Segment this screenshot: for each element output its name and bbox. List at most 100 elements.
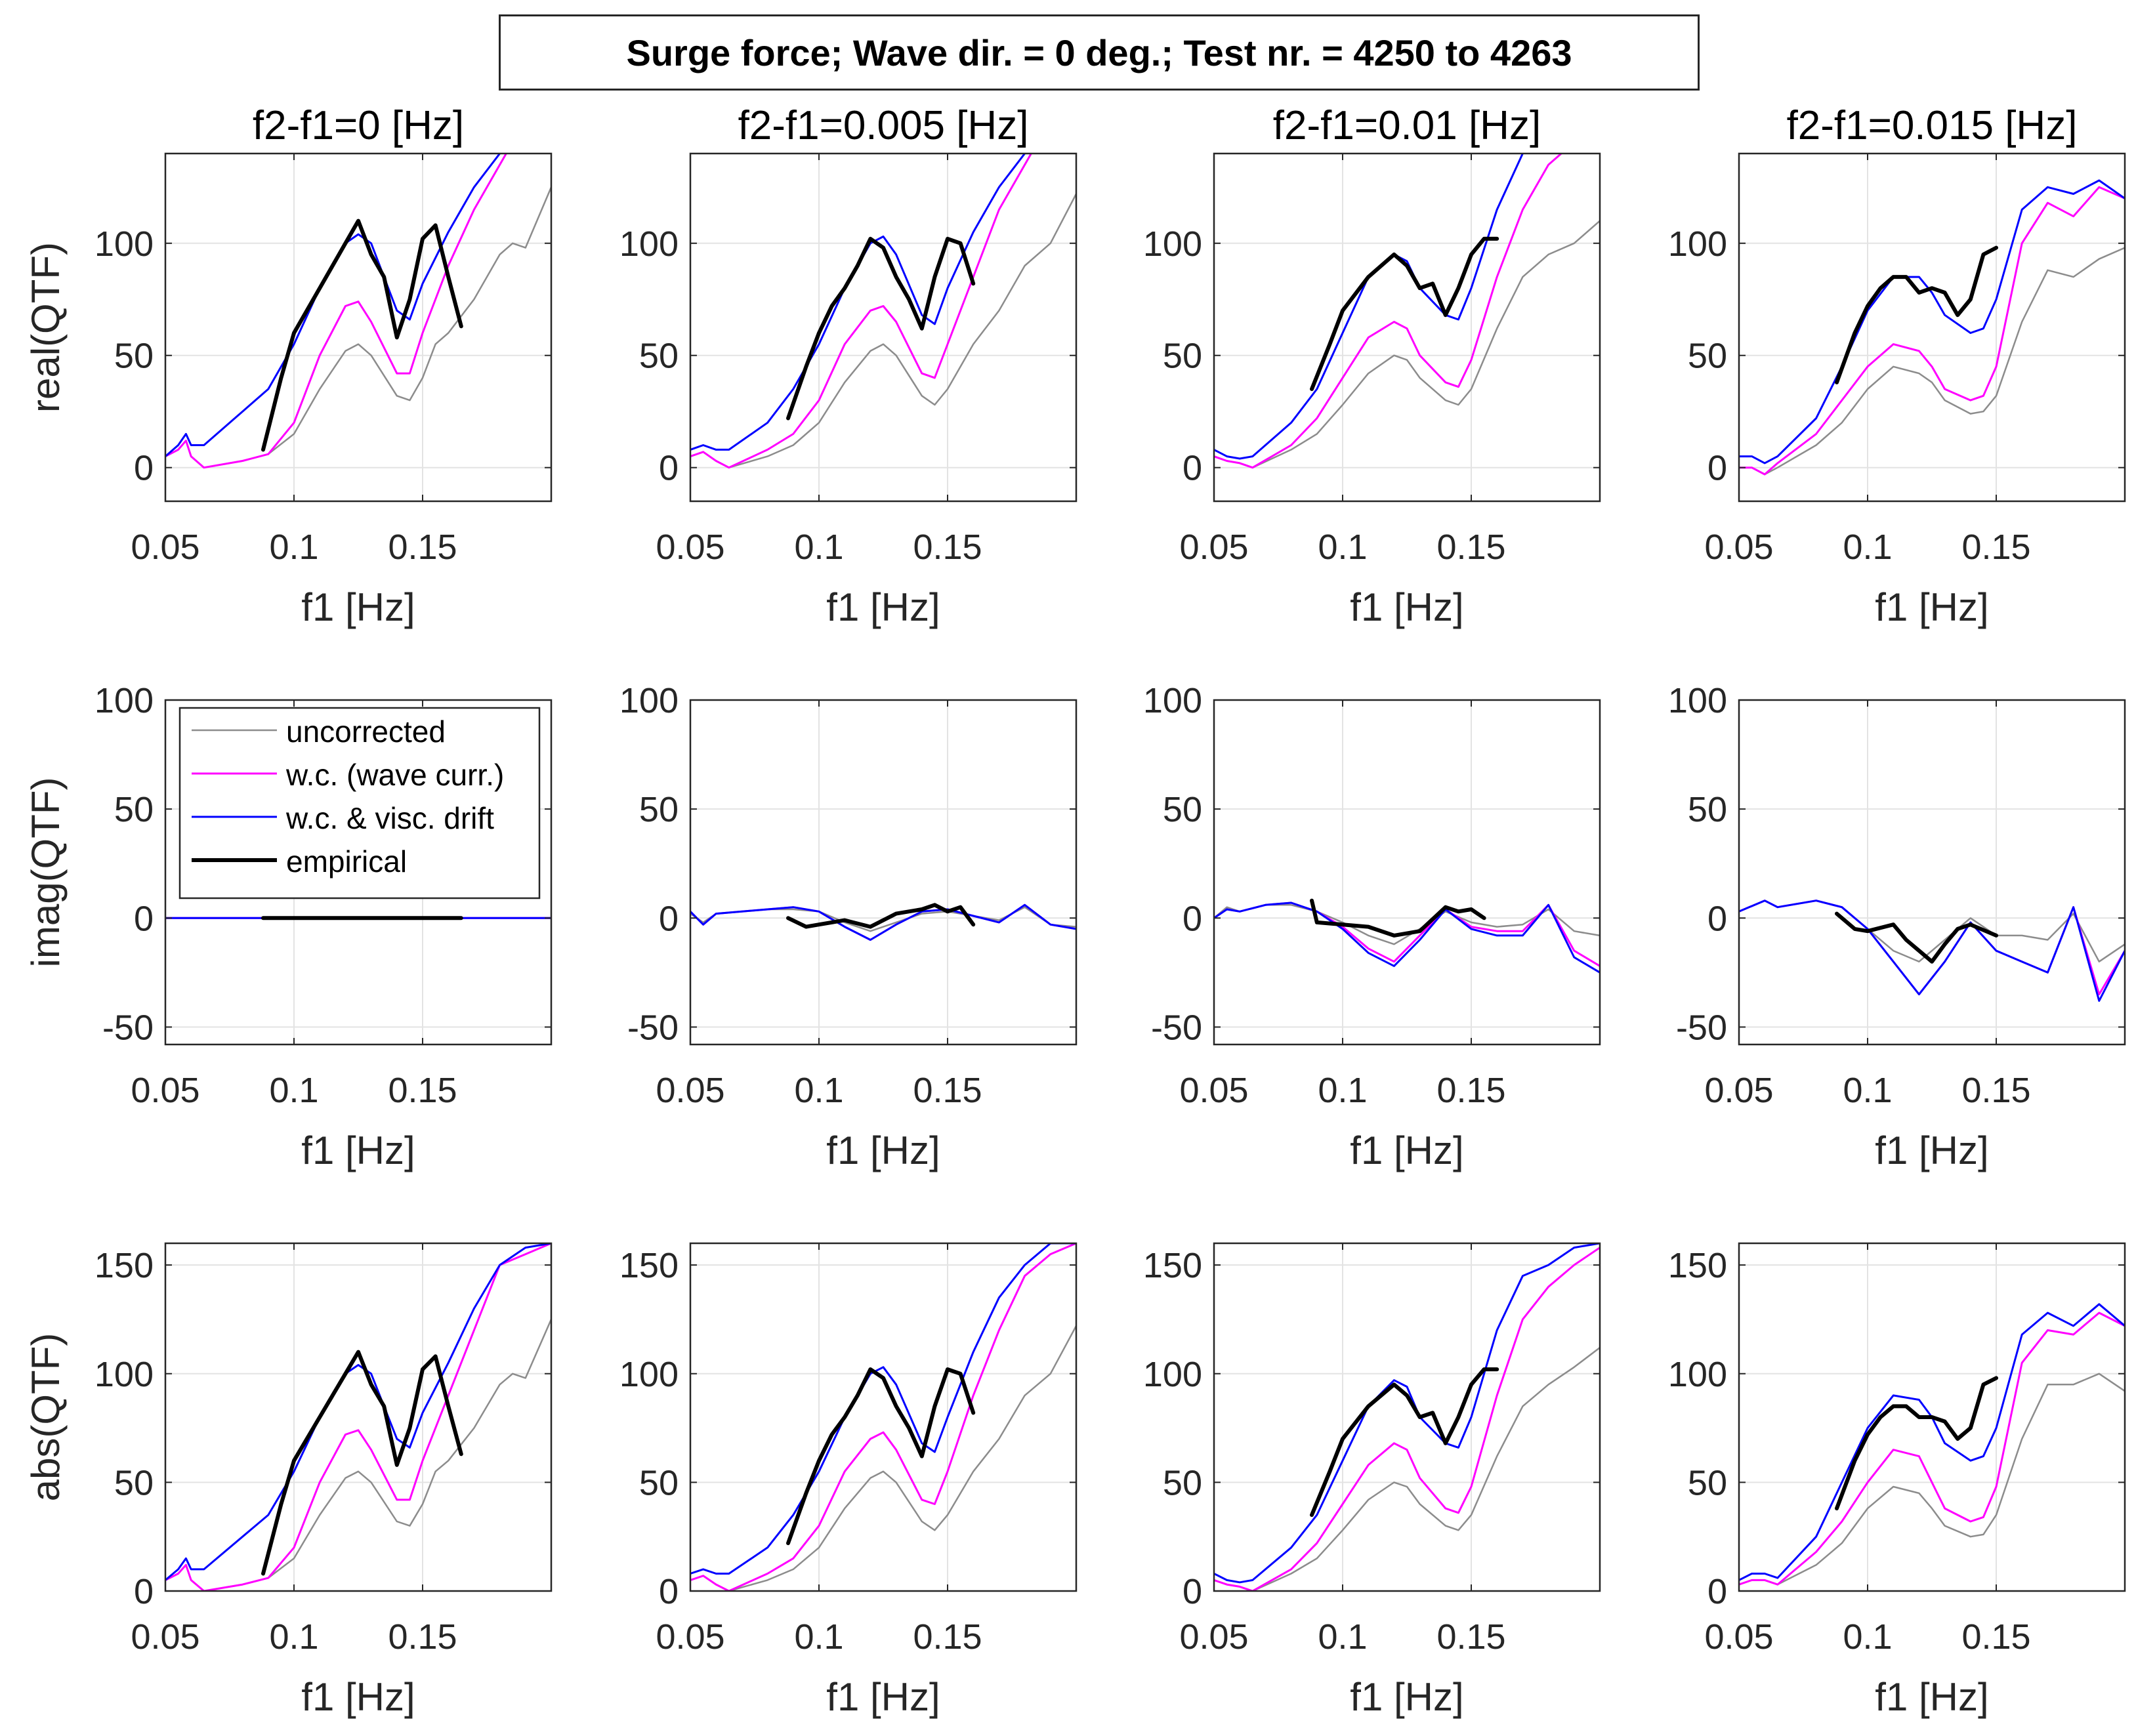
series-line-empirical — [261, 218, 463, 452]
x-tick-label: 0.05 — [1179, 527, 1248, 567]
x-axis-label: f1 [Hz] — [1875, 1675, 1988, 1719]
x-tick-label: 0.15 — [913, 1071, 982, 1110]
x-tick-label: 0.15 — [1961, 1617, 2030, 1657]
series-group — [1739, 899, 2125, 1002]
series-line-visc_drift — [165, 1243, 551, 1581]
axes-background — [1214, 154, 1600, 501]
y-tick-label: 0 — [659, 899, 679, 938]
axes-background — [690, 154, 1076, 501]
x-tick-label: 0.1 — [269, 527, 318, 567]
x-tick-label: 0.05 — [656, 527, 724, 567]
panel-r0-c3: 0.05 0.1 0.15 f1 [Hz] 0 50 100 f2-f1=0.015 [Hz] — [1668, 103, 2126, 629]
series-line-visc_drift — [1739, 179, 2125, 465]
series-line-empirical — [1835, 1376, 1998, 1511]
y-tick-label: -50 — [102, 1008, 154, 1047]
series-line-empirical — [1835, 245, 1998, 384]
series-line-visc_drift — [690, 903, 1076, 941]
subplot-title: f2-f1=0.01 [Hz] — [1273, 103, 1541, 148]
y-tick-label: 0 — [1707, 449, 1727, 488]
subplot-title: f2-f1=0 [Hz] — [253, 103, 464, 148]
x-tick-label: 0.15 — [1961, 527, 2030, 567]
axes-frame — [689, 699, 1078, 1046]
x-tick-label: 0.1 — [794, 527, 843, 567]
x-tick-label: 0.1 — [1843, 1071, 1892, 1110]
x-tick-label: 0.05 — [1179, 1071, 1248, 1110]
series-line-empirical — [1310, 898, 1486, 938]
panel-r2-c2: 0.05 0.1 0.15 f1 [Hz] 0 50 100 150 — [1143, 1242, 1601, 1719]
axes-frame — [1213, 699, 1601, 1046]
axes-frame — [1738, 152, 2126, 503]
axes-frame — [164, 699, 553, 1046]
y-tick-label: 0 — [659, 1572, 679, 1611]
x-axis-label: f1 [Hz] — [301, 1128, 415, 1172]
y-tick-label: 100 — [94, 681, 154, 720]
legend-label-empirical: empirical — [286, 844, 407, 878]
y-tick-label: -50 — [1151, 1008, 1202, 1047]
x-axis-label: f1 [Hz] — [826, 1675, 940, 1719]
y-axis-label: imag(QTF) — [24, 777, 68, 968]
x-tick-label: 0.05 — [1704, 1617, 1773, 1657]
axes-background — [1214, 700, 1600, 1044]
y-tick-label: 100 — [1143, 1355, 1202, 1394]
x-tick-label: 0.15 — [1961, 1071, 2030, 1110]
x-tick-label: 0.15 — [388, 1617, 457, 1657]
axes-frame — [689, 152, 1078, 503]
x-axis-label: f1 [Hz] — [1350, 1675, 1463, 1719]
series-line-uncorrected — [690, 1325, 1076, 1591]
series-line-empirical — [786, 903, 976, 929]
series-line-visc_drift — [1214, 901, 1600, 974]
y-tick-label: 150 — [1668, 1246, 1727, 1285]
series-line-visc_drift — [690, 154, 1026, 451]
subplot-title: f2-f1=0.005 [Hz] — [738, 103, 1029, 148]
y-tick-label: 0 — [1183, 449, 1202, 488]
y-tick-label: 100 — [1668, 681, 1727, 720]
x-tick-label: 0.05 — [131, 1071, 199, 1110]
y-tick-label: 50 — [1163, 1463, 1202, 1502]
y-tick-label: 0 — [659, 449, 679, 488]
y-tick-label: 0 — [1707, 899, 1727, 938]
series-line-uncorrected — [1739, 247, 2125, 476]
x-tick-label: 0.05 — [131, 527, 199, 567]
legend-label-visc_drift: w.c. & visc. drift — [285, 801, 494, 835]
y-tick-label: 0 — [1183, 899, 1202, 938]
x-axis-label: f1 [Hz] — [1875, 585, 1988, 629]
y-tick-label: 50 — [1163, 790, 1202, 829]
y-tick-label: 0 — [134, 1572, 154, 1611]
series-line-empirical — [786, 1367, 976, 1546]
x-tick-label: 0.1 — [269, 1617, 318, 1657]
axes-frame — [1738, 1242, 2126, 1592]
y-tick-label: 50 — [639, 337, 679, 376]
axes-frame — [689, 1242, 1078, 1592]
y-tick-label: 50 — [1163, 337, 1202, 376]
legend-box — [178, 707, 541, 899]
series-line-wave_curr — [690, 154, 1033, 469]
panel-r2-c3: 0.05 0.1 0.15 f1 [Hz] 0 50 100 150 — [1668, 1242, 2126, 1719]
y-tick-label: 50 — [639, 790, 679, 829]
series-line-wave_curr — [165, 1243, 551, 1591]
axes-frame — [1213, 1242, 1601, 1592]
y-tick-label: 150 — [619, 1246, 679, 1285]
axes-background — [1214, 1243, 1600, 1591]
subplot-title: f2-f1=0.015 [Hz] — [1787, 103, 2078, 148]
y-tick-label: 100 — [94, 1355, 154, 1394]
series-line-visc_drift — [1214, 1243, 1600, 1584]
panel-r0-c0: 0.05 0.1 0.15 f1 [Hz] 0 50 100 real(QTF) f2-f1=0… — [24, 103, 553, 629]
series-line-empirical — [261, 1350, 463, 1576]
series-group — [165, 1243, 551, 1591]
panel-r1-c3: 0.05 0.1 0.15 f1 [Hz] -50 0 50 100 — [1668, 681, 2126, 1172]
y-tick-label: -50 — [627, 1008, 679, 1047]
x-axis-label: f1 [Hz] — [301, 1675, 415, 1719]
series-group — [1214, 898, 1600, 974]
x-tick-label: 0.05 — [131, 1617, 199, 1657]
x-tick-label: 0.05 — [656, 1071, 724, 1110]
legend-label-uncorrected: uncorrected — [286, 714, 446, 749]
y-tick-label: -50 — [1676, 1008, 1727, 1047]
y-tick-label: 50 — [114, 790, 154, 829]
axes-frame — [164, 152, 553, 503]
x-tick-label: 0.15 — [388, 527, 457, 567]
panel-r1-c2: 0.05 0.1 0.15 f1 [Hz] -50 0 50 100 — [1143, 681, 1601, 1172]
axes-frame — [1213, 152, 1601, 503]
x-axis-label: f1 [Hz] — [1350, 585, 1463, 629]
x-axis-label: f1 [Hz] — [1875, 1128, 1988, 1172]
series-group — [1214, 1243, 1600, 1591]
